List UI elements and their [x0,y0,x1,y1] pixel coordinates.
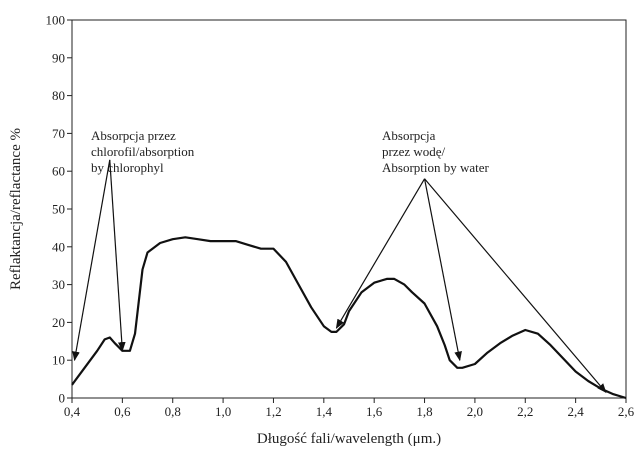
y-tick-label: 90 [52,50,65,65]
x-axis: 0,4 0,6 0,8 1,0 1,2 1,4 1,6 1,8 2,0 2,2 2,4 2,6 [64,398,635,419]
annotation-line: przez wodę/ [382,144,446,159]
x-tick-label: 0,6 [114,404,131,419]
y-tick-label: 70 [52,126,65,141]
annotation-text: Absorpcja przez chlorofil/absorption by ch… [91,128,195,175]
x-axis-label: Długość fali/wavelength (μm.) [257,431,441,447]
y-tick-label: 10 [52,353,65,368]
x-tick-label: 2,2 [517,404,533,419]
annotation-arrow [423,178,462,362]
x-tick-label: 1,8 [416,404,432,419]
x-tick-label: 2,6 [618,404,635,419]
annotation-text: Absorpcja przez wodę/Absorption by water [382,128,490,175]
annotation-line: by chlorophyl [91,160,164,175]
annotation-line: Absorption by water [382,160,490,175]
x-tick-label: 2,0 [467,404,483,419]
x-tick-label: 1,2 [265,404,281,419]
plot-frame [71,19,627,399]
y-tick-label: 100 [46,13,66,28]
annotation-line: Absorpcja [382,128,436,143]
x-tick-label: 2,4 [568,404,585,419]
y-axis-label: Reflaktancja/reflactance % [8,128,24,290]
annotation-arrow [72,159,111,362]
x-tick-label: 0,4 [64,404,81,419]
annotation-arrow [335,178,426,329]
y-tick-label: 0 [59,391,66,406]
annotation-line: chlorofil/absorption [91,144,195,159]
y-tick-label: 50 [52,202,65,217]
y-tick-label: 60 [52,164,65,179]
x-tick-label: 0,8 [165,404,181,419]
y-axis: 0 10 20 30 40 50 60 70 80 90 100 [46,13,72,406]
x-tick-label: 1,4 [316,404,333,419]
annotation-arrow [424,178,607,394]
y-tick-label: 20 [52,315,65,330]
y-tick-label: 80 [52,88,65,103]
y-tick-label: 40 [52,239,65,254]
x-tick-label: 1,6 [366,404,383,419]
annotation-line: Absorpcja przez [91,128,176,143]
annotation-arrow [109,159,126,352]
y-tick-label: 30 [52,277,65,292]
x-tick-label: 1,0 [215,404,231,419]
annotations: Absorpcja przez chlorofil/absorption by ch… [72,128,607,394]
